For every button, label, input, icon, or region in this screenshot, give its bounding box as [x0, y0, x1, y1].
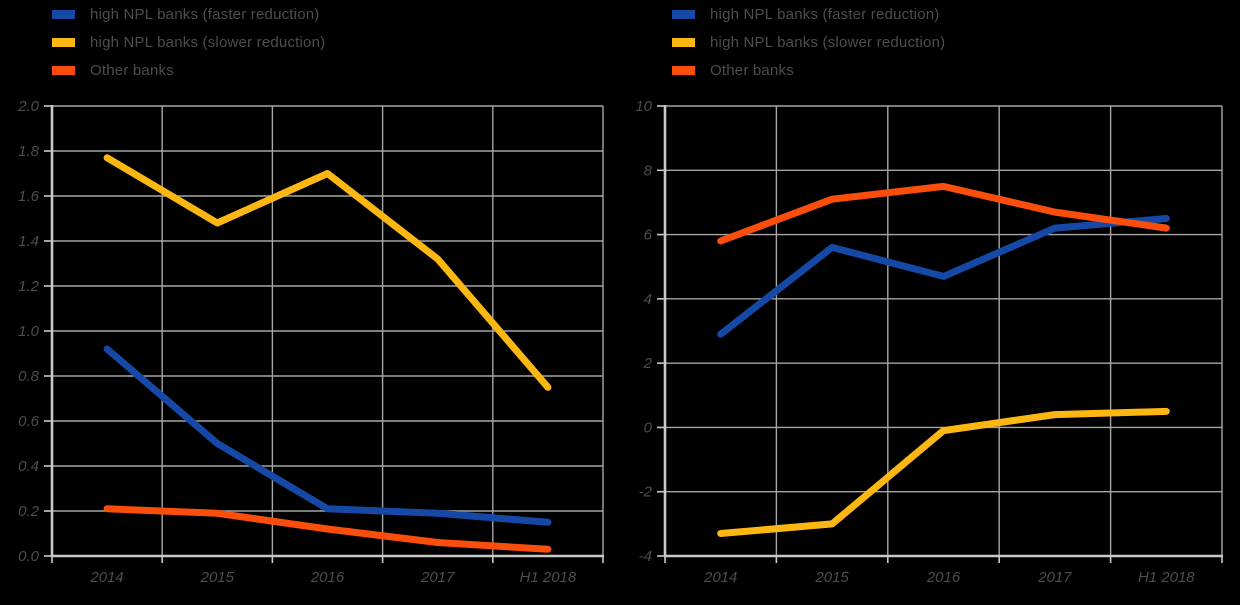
legend-label: Other banks [90, 61, 174, 79]
y-tick-label: 1.6 [18, 188, 40, 205]
legend-item-other-banks: Other banks [672, 61, 794, 79]
x-tick-label: H1 2018 [520, 569, 577, 586]
y-tick-label: 1.0 [18, 323, 40, 340]
series-line-high-npl-banks-faster-reduction [717, 215, 1170, 338]
x-tick-label: 2016 [926, 569, 961, 586]
legend-label: high NPL banks (faster reduction) [90, 5, 320, 23]
gridlines [664, 105, 1223, 557]
x-axis-labels: 2014 2015 2016 2017 H1 2018 [703, 569, 1195, 586]
legend-item-high-npl-faster: high NPL banks (faster reduction) [672, 5, 940, 23]
chart-left-section: high NPL banks (faster reduction) high N… [0, 0, 620, 586]
legend-label: Other banks [710, 61, 794, 79]
chart-right-section: high NPL banks (faster reduction) high N… [620, 0, 1240, 605]
y-tick-label: -2 [639, 484, 653, 501]
y-tick-label: 8 [644, 162, 653, 179]
tick-marks [657, 105, 1223, 563]
y-tick-label: 0.4 [18, 458, 39, 475]
y-tick-label: 1.8 [18, 143, 40, 160]
y-tick-label: 0.2 [18, 503, 40, 520]
y-tick-label: 0.6 [18, 413, 40, 430]
y-tick-label: 1.4 [18, 233, 39, 250]
orange-line-swatch-icon [52, 65, 75, 75]
legend-label: high NPL banks (slower reduction) [90, 33, 326, 51]
x-axis-labels: 2014 2015 2016 2017 H1 2018 [89, 569, 576, 586]
series-line-other-banks [103, 505, 552, 553]
x-tick-label: H1 2018 [1138, 569, 1195, 586]
y-axis-labels: 2.0 1.8 1.6 1.4 1.2 1.0 0.8 0.6 0.4 0.2 0.0 [17, 98, 40, 565]
y-tick-label: 0.0 [18, 548, 40, 565]
legend-label: high NPL banks (faster reduction) [710, 5, 940, 23]
x-tick-label: 2014 [89, 569, 123, 586]
y-axis-labels: 10 8 6 4 2 0 -2 -4 [635, 98, 652, 565]
series-line-other-banks [717, 182, 1170, 245]
x-tick-label: 2015 [200, 569, 235, 586]
legend-item-high-npl-slower: high NPL banks (slower reduction) [52, 33, 326, 51]
x-tick-label: 2015 [814, 569, 849, 586]
legend-item-high-npl-faster: high NPL banks (faster reduction) [52, 5, 320, 23]
y-tick-label: 0 [644, 419, 653, 436]
legend-right: high NPL banks (faster reduction) high N… [620, 0, 1240, 92]
legend-item-high-npl-slower: high NPL banks (slower reduction) [672, 33, 946, 51]
y-tick-label: 0.8 [18, 368, 40, 385]
y-tick-label: 10 [635, 98, 652, 115]
blue-line-swatch-icon [52, 9, 75, 19]
y-tick-label: 6 [644, 227, 653, 244]
y-tick-label: 4 [644, 291, 652, 308]
series-line-high-npl-banks-slower-reduction [103, 154, 552, 391]
legend-left: high NPL banks (faster reduction) high N… [0, 0, 620, 92]
legend-item-other-banks: Other banks [52, 61, 174, 79]
x-tick-label: 2016 [310, 569, 345, 586]
y-tick-label: 2 [643, 355, 653, 372]
x-tick-label: 2017 [420, 569, 455, 586]
series-line-high-npl-banks-slower-reduction [717, 407, 1170, 537]
tick-marks [44, 105, 604, 563]
y-tick-label: 1.2 [18, 278, 40, 295]
yellow-line-swatch-icon [672, 37, 695, 47]
yellow-line-swatch-icon [52, 37, 75, 47]
x-tick-label: 2014 [703, 569, 737, 586]
y-tick-label: 2.0 [17, 98, 40, 115]
right-line-chart: 10 8 6 4 2 0 -2 -4 2014 2015 2016 2017 H1 2018 [635, 98, 1223, 586]
series-line-high-npl-banks-faster-reduction [103, 345, 552, 526]
axis-lines [663, 105, 1223, 558]
blue-line-swatch-icon [672, 9, 695, 19]
x-tick-label: 2017 [1037, 569, 1072, 586]
orange-line-swatch-icon [672, 65, 695, 75]
legend-label: high NPL banks (slower reduction) [710, 33, 946, 51]
y-tick-label: -4 [639, 548, 652, 565]
